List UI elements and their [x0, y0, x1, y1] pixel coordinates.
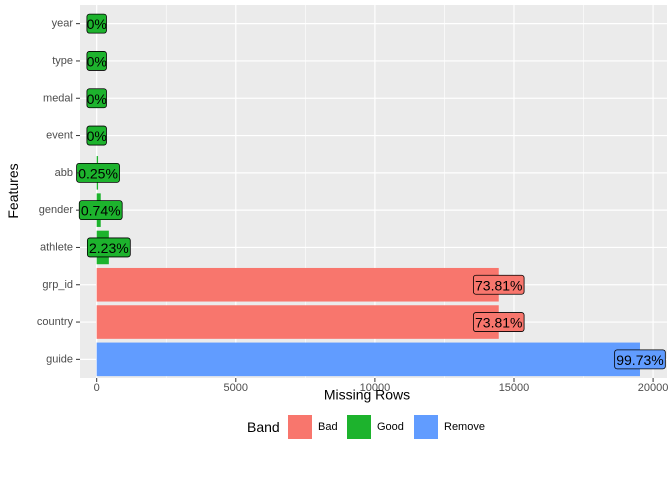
- y-tick-label-abb: abb: [55, 167, 73, 179]
- y-tick-label-guide: guide: [46, 353, 73, 365]
- x-tick-label: 10000: [360, 382, 391, 394]
- data-labels: 0% 0% 0% 0% 0.25% 0.74% 2.23% 73.81% 73.81% 99.73…: [76, 13, 666, 370]
- legend-key-bad: [288, 415, 312, 439]
- legend-key-good: [347, 415, 371, 439]
- y-tick-label-gender: gender: [39, 204, 74, 216]
- data-label-gender: 0.74%: [81, 203, 121, 219]
- y-tick-label-year: year: [52, 18, 74, 30]
- data-label-grp_id: 73.81%: [475, 277, 522, 293]
- data-label-medal: 0%: [87, 91, 107, 107]
- data-label-box-year: [86, 13, 107, 34]
- legend-label-remove: Remove: [444, 421, 485, 433]
- y-axis-title: Features: [5, 163, 21, 218]
- y-tick-label-type: type: [52, 55, 73, 67]
- legend: Band Bad Good Remove: [247, 415, 485, 439]
- legend-key-remove: [414, 415, 438, 439]
- y-tick-label-country: country: [37, 316, 74, 328]
- data-label-country: 73.81%: [475, 315, 522, 331]
- data-label-box-event: [86, 125, 107, 146]
- data-label-abb: 0.25%: [78, 165, 118, 181]
- legend-label-bad: Bad: [318, 421, 338, 433]
- bar-guide: [96, 342, 640, 377]
- data-label-box-guide: [614, 349, 666, 370]
- bar-grp_id: [96, 267, 499, 302]
- x-axis-title: Missing Rows: [324, 386, 410, 402]
- legend-title: Band: [247, 419, 280, 435]
- data-label-box-medal: [86, 88, 107, 109]
- bar-country: [96, 305, 499, 339]
- x-tick-label: 0: [94, 382, 100, 394]
- y-tick-label-grp_id: grp_id: [42, 279, 73, 291]
- data-label-box-grp_id: [472, 274, 525, 295]
- y-axis: year type medal event abb gender athlete grp_id…: [37, 18, 80, 365]
- data-label-box-country: [472, 312, 525, 332]
- data-label-athlete: 2.23%: [89, 240, 129, 256]
- data-label-year: 0%: [87, 16, 107, 32]
- data-label-type: 0%: [87, 53, 107, 69]
- x-tick-label: 20000: [638, 382, 669, 394]
- x-tick-label: 15000: [499, 382, 530, 394]
- data-label-guide: 99.73%: [616, 352, 663, 368]
- data-label-box-type: [86, 51, 107, 71]
- x-tick-label: 5000: [224, 382, 248, 394]
- legend-label-good: Good: [377, 421, 404, 433]
- x-axis: 0 5000 10000 15000 20000: [94, 378, 669, 394]
- y-tick-label-athlete: athlete: [40, 241, 73, 253]
- data-label-event: 0%: [87, 128, 107, 144]
- y-tick-label-event: event: [46, 130, 73, 142]
- y-tick-label-medal: medal: [43, 92, 73, 104]
- data-label-box-athlete: [86, 237, 131, 258]
